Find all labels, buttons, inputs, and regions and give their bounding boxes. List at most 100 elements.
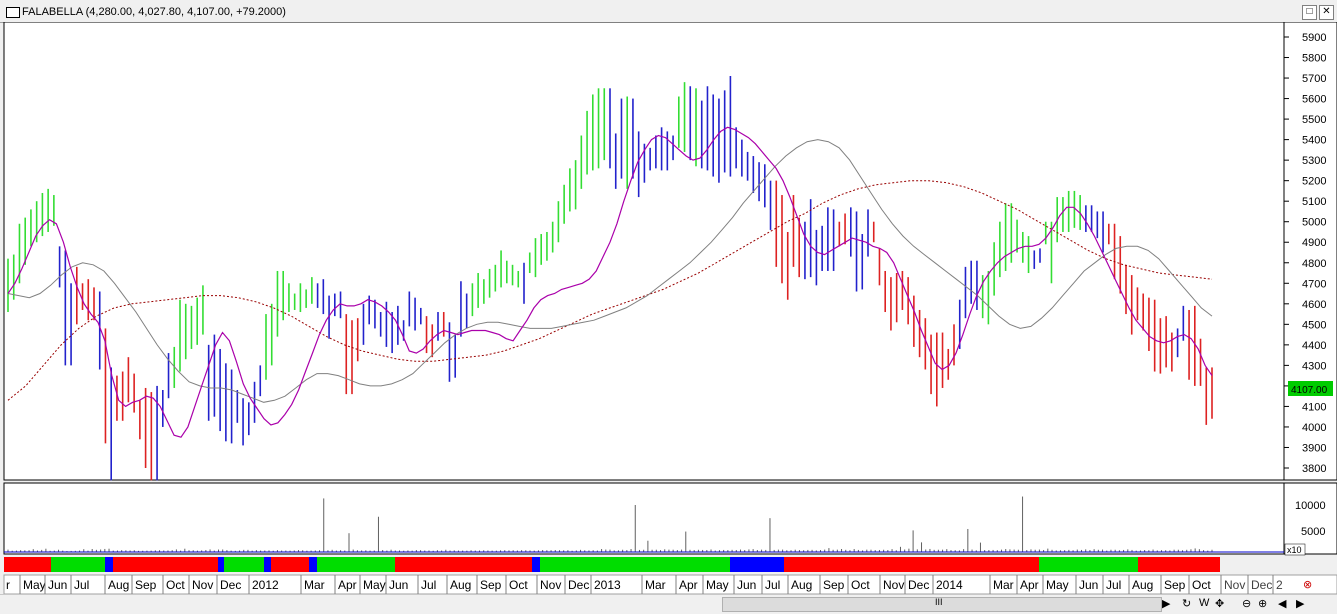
regime-segment bbox=[309, 557, 317, 572]
regime-indicator-bar bbox=[4, 557, 1220, 572]
last-price-marker-bg bbox=[1288, 381, 1333, 396]
regime-segment bbox=[218, 557, 224, 572]
time-axis-labels: r May Jun Jul Aug Sep Oct Nov Dec 2012 Mar Apr May Ju… bbox=[6, 575, 1283, 594]
regime-segment bbox=[105, 557, 113, 572]
time-label: Jun bbox=[737, 578, 756, 592]
chart-area[interactable]: 5900 5800 5700 5600 5500 5400 5300 5200 5100 5000… bbox=[0, 22, 1337, 594]
time-label: Mar bbox=[993, 578, 1014, 592]
time-label: 2013 bbox=[594, 578, 621, 592]
scroll-prev-icon[interactable]: ◀ bbox=[1278, 598, 1287, 610]
regime-segment bbox=[317, 557, 395, 572]
time-label: Dec bbox=[908, 578, 929, 592]
time-label: Oct bbox=[851, 578, 870, 592]
time-label: Jul bbox=[421, 578, 436, 592]
regime-segment bbox=[1039, 557, 1138, 572]
scroll-grip: III bbox=[935, 597, 943, 607]
weekly-button[interactable]: W bbox=[1199, 597, 1210, 609]
regime-segment bbox=[51, 557, 105, 572]
regime-segment bbox=[1138, 557, 1220, 572]
price-tick-label: 5000 bbox=[1302, 217, 1326, 229]
time-label: Aug bbox=[450, 578, 471, 592]
maximize-button[interactable]: □ bbox=[1302, 5, 1317, 20]
regime-segment bbox=[784, 557, 1039, 572]
last-price-label: 4107.00 bbox=[1291, 385, 1328, 396]
time-label: Aug bbox=[108, 578, 129, 592]
price-tick-label: 4400 bbox=[1302, 340, 1326, 352]
time-label: Sep bbox=[1164, 578, 1186, 592]
price-tick-label: 4600 bbox=[1302, 299, 1326, 311]
scroll-next-icon[interactable]: ▶ bbox=[1296, 598, 1305, 610]
price-tick-label: 3800 bbox=[1302, 463, 1326, 475]
price-tick-label: 5700 bbox=[1302, 73, 1326, 85]
window-icon bbox=[6, 7, 20, 18]
time-label: Nov bbox=[1224, 578, 1245, 592]
time-label: Sep bbox=[480, 578, 502, 592]
close-button[interactable]: ✕ bbox=[1319, 5, 1334, 20]
price-tick-label: 4700 bbox=[1302, 278, 1326, 290]
volume-tick-5000: 5000 bbox=[1301, 526, 1325, 538]
move-icon[interactable]: ✥ bbox=[1215, 598, 1225, 610]
regime-segment bbox=[113, 557, 218, 572]
regime-segment bbox=[271, 557, 309, 572]
volume-axis-panel bbox=[1283, 482, 1337, 555]
horizontal-scrollbar[interactable]: III ▶ ↻ W ✥ ⊖ ⊕ ◀ ▶ bbox=[0, 594, 1337, 614]
scroll-thumb[interactable] bbox=[722, 597, 1162, 612]
price-tick-label: 4300 bbox=[1302, 360, 1326, 372]
time-label: Nov bbox=[192, 578, 213, 592]
time-label: 2 bbox=[1276, 578, 1283, 592]
moving-average-slow bbox=[7, 180, 1213, 401]
price-tick-label: 4100 bbox=[1302, 401, 1326, 413]
regime-segment bbox=[540, 557, 730, 572]
time-label: 2014 bbox=[936, 578, 963, 592]
price-tick-label: 4800 bbox=[1302, 258, 1326, 270]
time-label: 2012 bbox=[252, 578, 279, 592]
time-label: Aug bbox=[791, 578, 812, 592]
time-label: Sep bbox=[135, 578, 157, 592]
time-label: Jun bbox=[1079, 578, 1098, 592]
time-label: Dec bbox=[220, 578, 241, 592]
time-label: Jul bbox=[765, 578, 780, 592]
time-label: Nov bbox=[540, 578, 561, 592]
time-label: Oct bbox=[1192, 578, 1211, 592]
time-label: Dec bbox=[1251, 578, 1272, 592]
time-label: Jul bbox=[1106, 578, 1121, 592]
price-tick-label: 4500 bbox=[1302, 319, 1326, 331]
time-label: Dec bbox=[568, 578, 589, 592]
time-label: May bbox=[23, 578, 46, 592]
chart-window-titlebar: FALABELLA (4,280.00, 4,027.80, 4,107.00,… bbox=[0, 2, 1337, 23]
regime-segment bbox=[395, 557, 532, 572]
chart-title: FALABELLA (4,280.00, 4,027.80, 4,107.00,… bbox=[22, 6, 286, 18]
price-tick-label: 5800 bbox=[1302, 53, 1326, 65]
time-label: Mar bbox=[304, 578, 325, 592]
refresh-icon[interactable]: ↻ bbox=[1182, 598, 1192, 610]
price-tick-label: 4000 bbox=[1302, 422, 1326, 434]
zoom-out-icon[interactable]: ⊖ bbox=[1242, 598, 1252, 610]
price-tick-label: 5200 bbox=[1302, 176, 1326, 188]
time-label: Aug bbox=[1132, 578, 1153, 592]
price-tick-label: 5600 bbox=[1302, 94, 1326, 106]
time-label: Sep bbox=[823, 578, 845, 592]
time-label: r bbox=[6, 578, 10, 592]
price-tick-label: 5100 bbox=[1302, 196, 1326, 208]
zoom-in-icon[interactable]: ⊕ bbox=[1258, 598, 1268, 610]
price-tick-label: 5300 bbox=[1302, 155, 1326, 167]
ohlc-readout: (4,280.00, 4,027.80, 4,107.00, +79.2000) bbox=[85, 6, 286, 18]
regime-segment bbox=[264, 557, 271, 572]
no-entry-icon[interactable]: ⊗ bbox=[1303, 578, 1312, 591]
price-tick-label: 4900 bbox=[1302, 237, 1326, 249]
regime-segment bbox=[4, 557, 51, 572]
volume-multiplier: x10 bbox=[1287, 545, 1302, 555]
time-label: Apr bbox=[1020, 578, 1039, 592]
volume-tick-10000: 10000 bbox=[1295, 500, 1326, 512]
time-label: Mar bbox=[645, 578, 666, 592]
time-label: Apr bbox=[679, 578, 698, 592]
time-label: Oct bbox=[509, 578, 528, 592]
symbol-name: FALABELLA bbox=[22, 6, 83, 18]
time-label: May bbox=[1046, 578, 1069, 592]
regime-segment bbox=[730, 557, 784, 572]
moving-average-mid bbox=[7, 139, 1213, 403]
price-tick-label: 5400 bbox=[1302, 135, 1326, 147]
scroll-right-arrow[interactable]: ▶ bbox=[1162, 598, 1171, 610]
time-axis bbox=[3, 574, 1337, 594]
time-label: Nov bbox=[883, 578, 904, 592]
